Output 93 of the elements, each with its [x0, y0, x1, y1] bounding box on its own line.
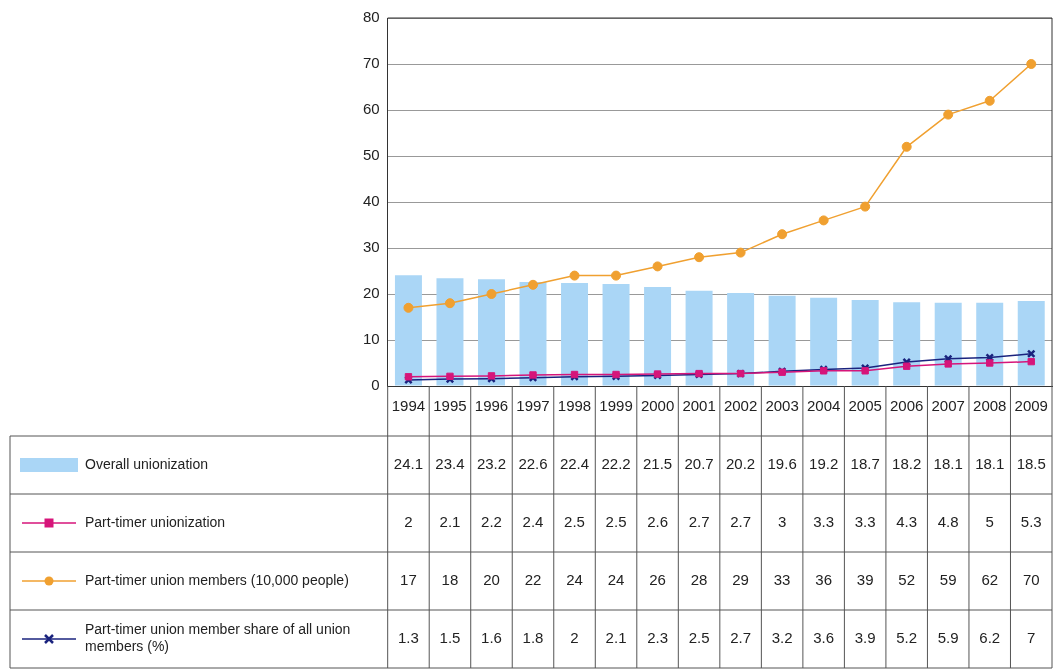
- y-tick-label: 60: [363, 100, 380, 118]
- data-label: 2.1: [439, 513, 461, 531]
- legend-label: Part-timer union member share of all union members (%): [85, 621, 351, 655]
- data-label: 6.2: [979, 629, 1001, 647]
- y-tick-label: 30: [363, 238, 380, 256]
- data-label: 1.8: [522, 629, 544, 647]
- data-label: 3.2: [771, 629, 793, 647]
- x-tick-label: 2002: [723, 397, 758, 415]
- x-tick-label: 1999: [599, 397, 633, 415]
- x-tick-label: 2003: [765, 397, 799, 415]
- y-tick-label: 20: [363, 284, 380, 302]
- data-label: 24.1: [393, 455, 424, 473]
- data-label: 18.7: [850, 455, 880, 473]
- data-label: 2.6: [647, 513, 668, 531]
- x-tick-label: 2008: [973, 397, 1007, 415]
- legend-label: Part-timer union members (10,000 people): [85, 571, 349, 588]
- x-tick-label: 2005: [848, 397, 882, 415]
- y-tick-label: 70: [363, 54, 380, 72]
- data-label: 33: [773, 571, 791, 589]
- x-tick-label: 2006: [889, 397, 924, 415]
- data-label: 5: [985, 513, 994, 531]
- data-label: 4.8: [937, 513, 959, 531]
- y-tick-label: 50: [363, 146, 380, 164]
- data-label: 29: [732, 571, 749, 589]
- data-label: 24: [566, 571, 583, 589]
- data-label: 2: [404, 513, 413, 531]
- x-tick-label: 1994: [391, 397, 426, 415]
- x-tick-label: 2000: [640, 397, 675, 415]
- data-label: 20.7: [684, 455, 714, 473]
- data-label: 70: [1022, 571, 1040, 589]
- data-label: 19.6: [767, 455, 797, 473]
- data-label: 23.4: [435, 455, 465, 473]
- x-tick-label: 1996: [474, 397, 509, 415]
- data-label: 5.9: [937, 629, 959, 647]
- data-label: 2.5: [605, 513, 627, 531]
- data-label: 2.7: [688, 513, 710, 531]
- data-label: 18: [441, 571, 459, 589]
- data-label: 3: [777, 513, 787, 531]
- data-label: 2.5: [564, 513, 585, 531]
- data-label: 18.1: [975, 455, 1005, 473]
- data-label: 22.6: [518, 455, 548, 473]
- data-label: 2.3: [647, 629, 668, 647]
- data-label: 19.2: [809, 455, 839, 473]
- data-label: 21.5: [642, 455, 673, 473]
- x-tick-label: 2001: [682, 397, 716, 415]
- data-label: 20.2: [726, 455, 756, 473]
- data-label: 52: [898, 571, 916, 589]
- data-label: 2.1: [605, 629, 627, 647]
- data-label: 28: [690, 571, 708, 589]
- data-label: 18.5: [1016, 455, 1046, 473]
- data-label: 2.5: [688, 629, 710, 647]
- data-label: 18.1: [933, 455, 963, 473]
- data-label: 1.3: [398, 629, 419, 647]
- x-tick-label: 1997: [516, 397, 550, 415]
- data-label: 4.3: [896, 513, 918, 531]
- legend-label: Part-timer unionization: [85, 513, 226, 530]
- data-label: 62: [981, 571, 999, 589]
- data-label: 24: [607, 571, 625, 589]
- data-label: 22.2: [601, 455, 631, 473]
- y-tick-label: 10: [363, 330, 380, 348]
- data-label: 1.5: [439, 629, 461, 647]
- y-tick-label: 80: [363, 8, 380, 26]
- data-label: 5.3: [1020, 513, 1042, 531]
- data-label: 36: [815, 571, 832, 589]
- data-label: 39: [856, 571, 874, 589]
- x-tick-label: 2004: [806, 397, 841, 415]
- data-label: 26: [649, 571, 666, 589]
- x-tick-label: 2009: [1014, 397, 1048, 415]
- x-tick-label: 1995: [433, 397, 467, 415]
- data-label: 59: [939, 571, 957, 589]
- x-tick-label: 1998: [557, 397, 592, 415]
- data-label: 20: [483, 571, 500, 589]
- data-label: 22: [524, 571, 542, 589]
- data-label: 22.4: [559, 455, 590, 473]
- data-label: 7: [1027, 629, 1036, 647]
- legend-label: Overall unionization: [85, 455, 208, 472]
- y-tick-label: 0: [371, 376, 380, 394]
- x-tick-label: 2007: [931, 397, 965, 415]
- data-label: 1.6: [481, 629, 502, 647]
- data-label: 3.6: [813, 629, 835, 647]
- y-tick-label: 40: [363, 192, 380, 210]
- data-label: 18.2: [892, 455, 922, 473]
- data-label: 17: [400, 571, 417, 589]
- data-label: 2.7: [730, 629, 752, 647]
- data-label: 2.4: [522, 513, 544, 531]
- data-label: 2.2: [481, 513, 502, 531]
- data-label: 3.9: [854, 629, 876, 647]
- data-label: 3.3: [854, 513, 876, 531]
- data-label: 5.2: [896, 629, 918, 647]
- data-label: 3.3: [813, 513, 835, 531]
- data-label: 2.7: [730, 513, 752, 531]
- data-label: 2: [570, 629, 579, 647]
- data-label: 23.2: [476, 455, 507, 473]
